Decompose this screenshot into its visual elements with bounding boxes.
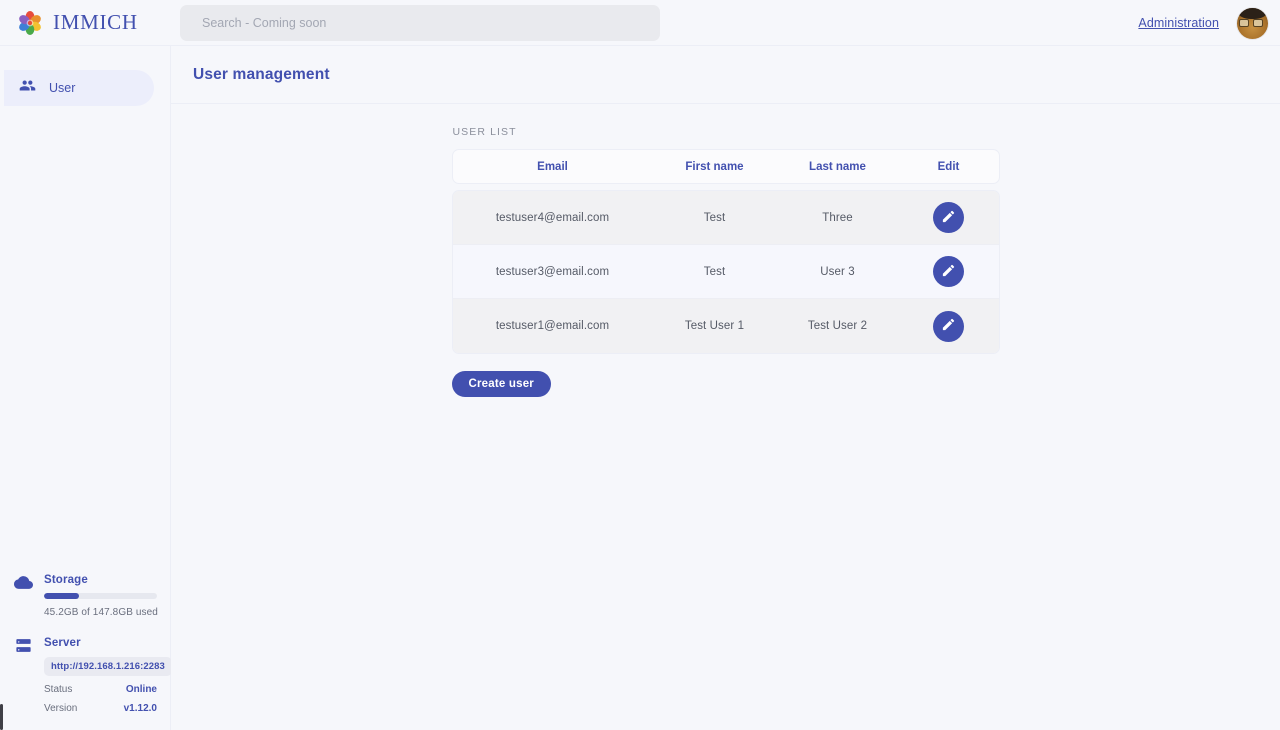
cell-email: testuser4@email.com [495, 211, 610, 224]
user-list-panel: USER LIST Email First name Last name Edi… [451, 126, 1000, 397]
avatar-lens-right [1253, 18, 1263, 27]
server-icon [14, 636, 33, 660]
edit-user-button[interactable] [933, 202, 964, 233]
brand-name: IMMICH [53, 10, 138, 34]
cloud-icon [14, 573, 33, 597]
user-table-header: Email First name Last name Edit [451, 149, 1000, 184]
users-icon [19, 77, 36, 99]
storage-usage-text: 45.2GB of 147.8GB used [44, 607, 158, 618]
search-box[interactable] [180, 5, 660, 41]
server-version-value: v1.12.0 [123, 703, 157, 714]
server-version-key: Version [44, 703, 78, 714]
table-row[interactable]: testuser1@email.com Test User 1 Test User … [452, 299, 999, 353]
page-title: User management [193, 65, 330, 83]
column-header-email[interactable]: Email [537, 160, 568, 173]
brand-logo[interactable]: IMMICH [16, 9, 166, 37]
storage-progress-bar [44, 593, 157, 599]
administration-link[interactable]: Administration [1138, 16, 1219, 30]
immich-flower-logo-icon [16, 9, 44, 37]
pencil-icon [941, 317, 956, 335]
storage-progress-fill [44, 593, 79, 599]
pencil-icon [941, 209, 956, 227]
avatar[interactable] [1237, 7, 1268, 39]
create-user-button[interactable]: Create user [451, 371, 551, 397]
cell-first-name: Test [703, 211, 726, 224]
main-content: User management USER LIST Email First na… [171, 46, 1280, 730]
storage-title: Storage [44, 574, 88, 586]
cell-first-name: Test [703, 265, 726, 278]
edit-user-button[interactable] [933, 256, 964, 287]
cell-email: testuser1@email.com [495, 320, 610, 332]
storage-panel: Storage 45.2GB of 147.8GB used [0, 573, 171, 618]
server-status-value: Online [125, 684, 157, 695]
search-input[interactable] [180, 5, 660, 41]
user-table-body: testuser4@email.com Test Three testuser3@em… [451, 190, 1000, 354]
sidebar-item-user[interactable]: User [4, 70, 154, 106]
cell-last-name: Test User 2 [807, 320, 868, 332]
edit-user-button[interactable] [933, 310, 964, 342]
cell-first-name: Test User 1 [684, 320, 745, 332]
server-status-key: Status [44, 684, 73, 695]
avatar-hair [1238, 7, 1267, 19]
user-list-label: USER LIST [452, 126, 517, 138]
server-title: Server [44, 637, 81, 649]
server-url-chip[interactable]: http://192.168.1.216:2283 [44, 657, 172, 676]
server-version-row: Version v1.12.0 [44, 703, 157, 714]
cell-email: testuser3@email.com [495, 265, 610, 278]
top-navigation-bar: IMMICH Administration [0, 0, 1280, 46]
window-edge-artifact [0, 704, 3, 730]
column-header-first-name[interactable]: First name [685, 160, 744, 173]
sidebar: User Storage 45.2GB of 147.8GB used [0, 46, 172, 730]
sidebar-item-user-label: User [49, 81, 76, 95]
pencil-icon [941, 263, 956, 281]
cell-last-name: User 3 [820, 265, 855, 278]
column-header-edit: Edit [937, 160, 960, 173]
server-panel: Server http://192.168.1.216:2283 Status … [0, 636, 172, 714]
table-row[interactable]: testuser3@email.com Test User 3 [452, 245, 999, 299]
table-row[interactable]: testuser4@email.com Test Three [452, 191, 999, 245]
nav-right-group: Administration [1138, 0, 1268, 46]
content-area: USER LIST Email First name Last name Edi… [171, 104, 1280, 397]
cell-last-name: Three [822, 211, 853, 224]
column-header-last-name[interactable]: Last name [809, 160, 866, 173]
server-status-row: Status Online [44, 684, 157, 695]
avatar-lens-left [1239, 18, 1249, 27]
page-header: User management [171, 46, 1280, 104]
